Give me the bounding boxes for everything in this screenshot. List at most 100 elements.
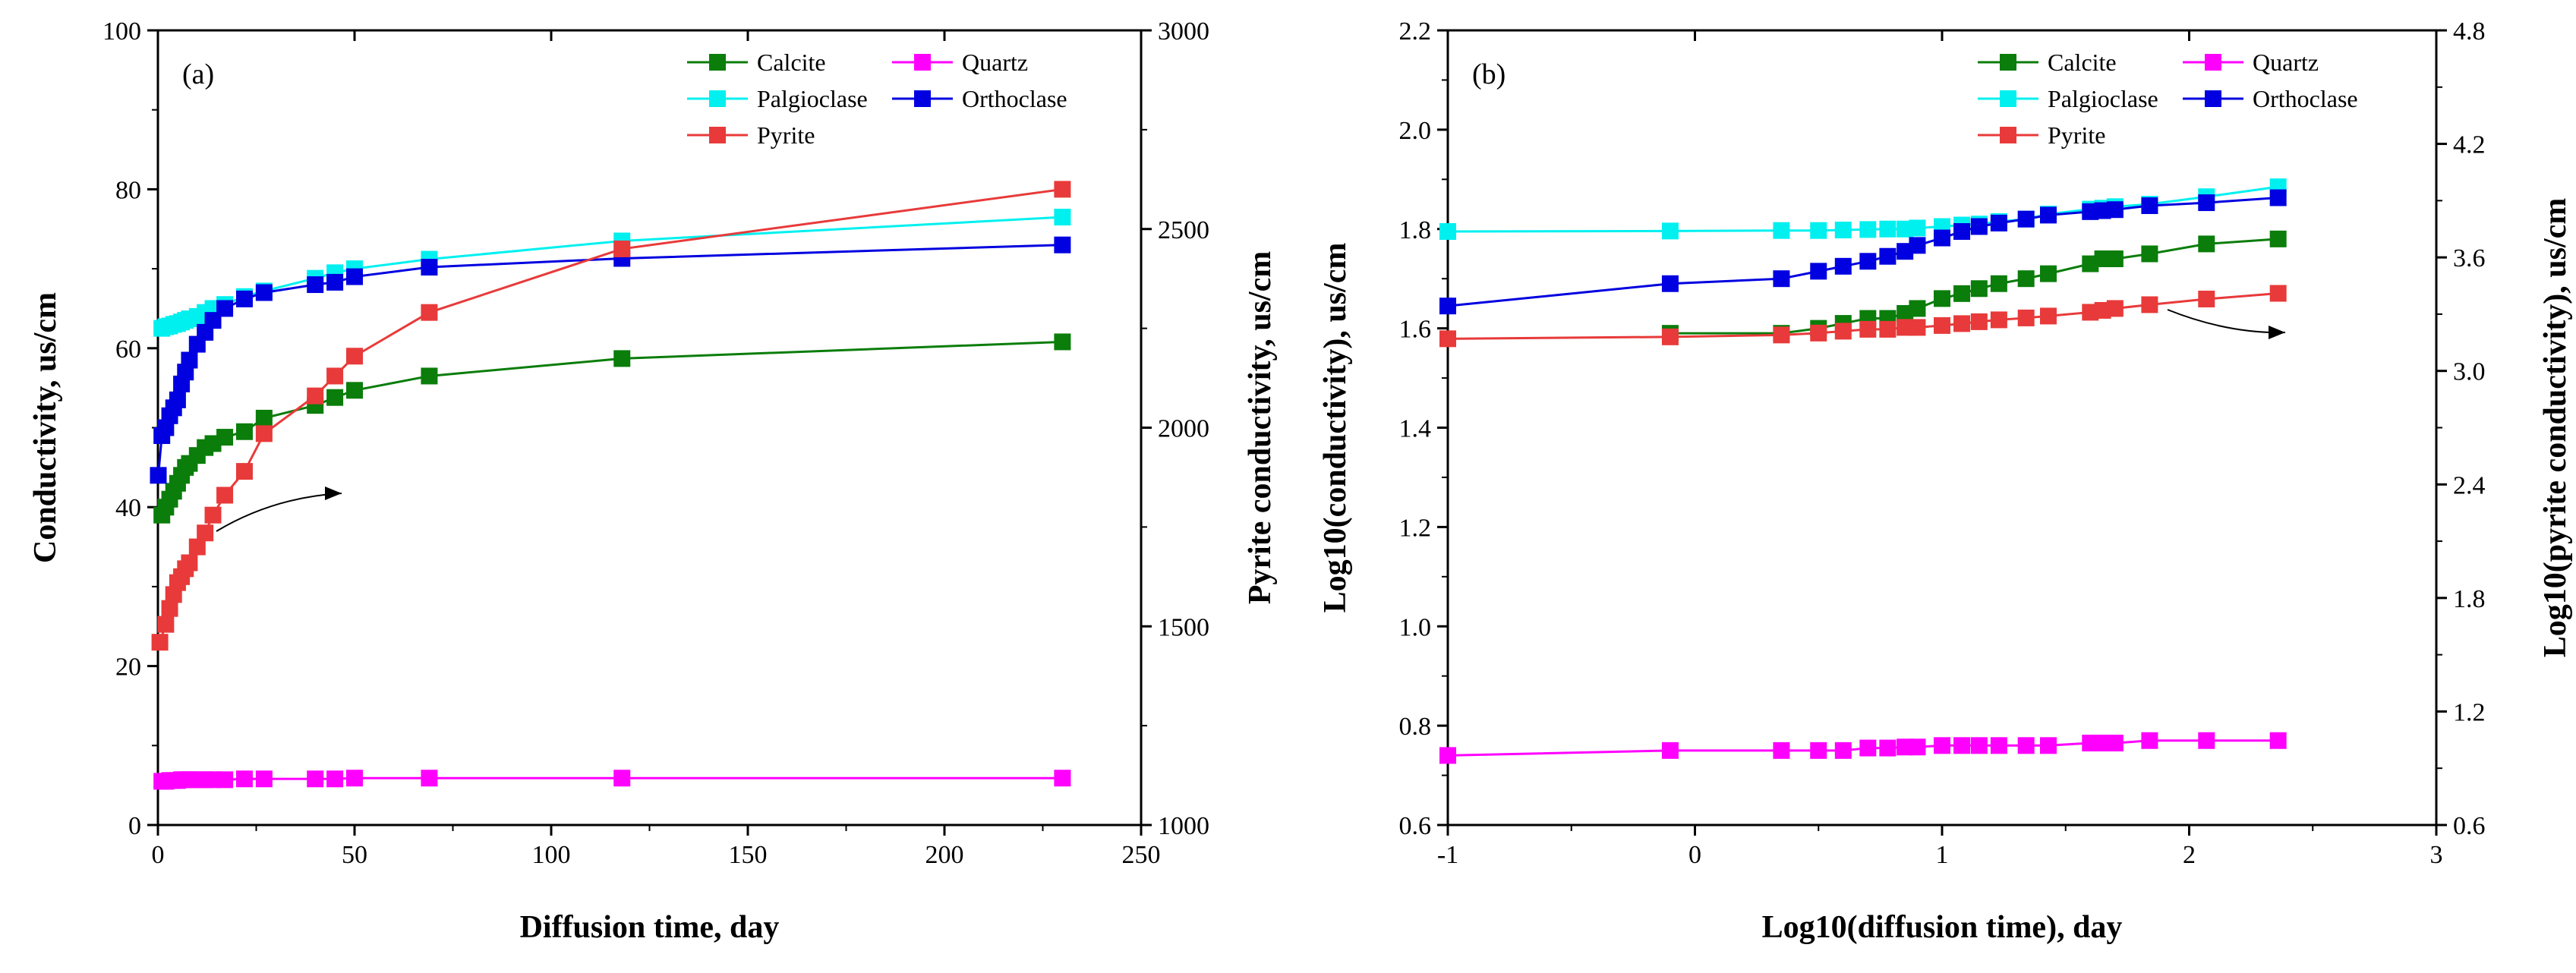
data-point — [1953, 223, 1971, 241]
data-point — [1054, 333, 1071, 351]
y2-tick-label: 1.2 — [2453, 698, 2486, 726]
panel-label: (b) — [1472, 58, 1506, 90]
y-axis-title: Conductivity, us/cm — [28, 292, 63, 563]
data-point — [1810, 222, 1827, 239]
y2-tick-label: 3.6 — [2453, 244, 2486, 272]
data-point — [1909, 738, 1926, 756]
y-tick-label: 0.8 — [1399, 713, 1432, 741]
data-point — [216, 771, 234, 789]
x-tick-label: -1 — [1437, 841, 1458, 869]
data-point — [2017, 737, 2035, 754]
data-point — [1990, 214, 2007, 231]
data-point — [255, 409, 273, 427]
x-tick-label: 150 — [729, 841, 768, 869]
data-point — [1054, 209, 1071, 226]
legend-item: Calcite — [687, 49, 826, 76]
data-point — [613, 240, 631, 257]
data-point — [1909, 237, 1926, 254]
data-point — [1439, 298, 1456, 315]
data-point — [1879, 220, 1897, 238]
data-point — [1970, 218, 1988, 235]
data-point — [1661, 222, 1679, 240]
data-point — [1990, 275, 2007, 292]
data-point — [1859, 221, 1877, 238]
data-point — [151, 634, 169, 651]
legend-item: Quartz — [2183, 49, 2319, 76]
legend-marker — [709, 90, 726, 107]
data-point — [307, 276, 324, 294]
data-point — [421, 304, 438, 321]
x-tick-label: 50 — [342, 841, 367, 869]
data-point — [1909, 219, 1926, 237]
data-point — [1773, 270, 1790, 288]
y2-tick-label: 1500 — [1158, 613, 1209, 641]
legend-item: Quartz — [892, 49, 1028, 76]
legend-label: Calcite — [2048, 49, 2117, 76]
x-axis-title: Log10(diffusion time), day — [1762, 910, 2123, 945]
data-point — [1773, 326, 1790, 344]
data-point — [181, 351, 198, 369]
data-point — [2141, 296, 2158, 313]
data-point — [1934, 290, 1950, 307]
data-point — [1661, 328, 1679, 345]
series-calcite — [153, 333, 1071, 524]
data-point — [326, 273, 344, 291]
legend-item: Orthoclase — [892, 85, 1067, 112]
legend-marker — [914, 90, 931, 107]
data-point — [2039, 307, 2057, 325]
data-point — [2198, 732, 2215, 749]
legend-marker — [709, 127, 726, 143]
legend-label: Pyrite — [757, 121, 815, 149]
y2-axis-title: Log10(pyrite conductivity), us/cm — [2538, 198, 2573, 657]
data-point — [1810, 324, 1827, 342]
data-point — [1970, 313, 1988, 330]
data-point — [157, 616, 175, 633]
x-tick-label: 200 — [925, 841, 964, 869]
series-quartz — [153, 770, 1071, 790]
data-point — [346, 382, 363, 399]
annotation-arrow — [2167, 309, 2286, 339]
y2-tick-label: 1.8 — [2453, 585, 2486, 613]
data-point — [1970, 280, 1988, 298]
legend-label: Quartz — [962, 49, 1028, 76]
legend-label: Pyrite — [2048, 121, 2105, 149]
data-point — [1859, 320, 1877, 338]
legend-marker — [2205, 54, 2221, 71]
y2-tick-label: 2.4 — [2453, 471, 2486, 499]
data-point — [1859, 739, 1877, 757]
series-pyrite — [1439, 285, 2287, 348]
data-point — [2106, 250, 2124, 268]
data-point — [2198, 290, 2215, 307]
legend-item: Pyrite — [687, 121, 815, 149]
data-point — [1054, 236, 1071, 253]
data-point — [1953, 285, 1971, 302]
data-point — [2017, 309, 2035, 326]
y-tick-label: 0 — [128, 812, 141, 840]
data-point — [216, 429, 234, 446]
x-tick-label: 250 — [1122, 841, 1161, 869]
data-point — [235, 290, 253, 307]
data-point — [216, 300, 234, 317]
data-point — [1810, 742, 1827, 759]
data-point — [188, 538, 206, 556]
data-point — [2198, 194, 2215, 212]
data-point — [2017, 270, 2035, 288]
data-point — [421, 770, 438, 787]
series-line — [160, 340, 1063, 516]
legend: Calcite Quartz Palgioclase Orthoclase Pyrite — [1978, 49, 2358, 149]
data-point — [161, 600, 178, 617]
legend-item: Pyrite — [1978, 121, 2105, 149]
data-point — [2269, 285, 2287, 302]
x-tick-label: 3 — [2430, 841, 2443, 869]
data-point — [1879, 320, 1897, 338]
y-tick-label: 1.6 — [1399, 316, 1432, 344]
data-point — [1054, 181, 1071, 198]
y2-tick-label: 3.0 — [2453, 358, 2486, 386]
legend-label: Orthoclase — [962, 85, 1067, 112]
legend-label: Palgioclase — [757, 85, 868, 112]
data-point — [197, 524, 214, 542]
x-tick-label: 2 — [2183, 841, 2196, 869]
data-point — [1934, 229, 1950, 247]
y-tick-label: 2.2 — [1399, 17, 1432, 46]
